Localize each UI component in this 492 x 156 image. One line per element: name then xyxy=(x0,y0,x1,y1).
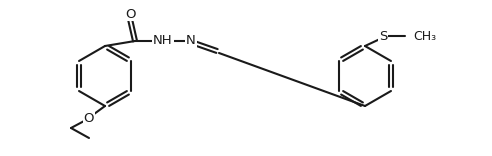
Text: S: S xyxy=(379,29,387,42)
Text: CH₃: CH₃ xyxy=(413,29,436,42)
Text: N: N xyxy=(186,34,196,47)
Text: O: O xyxy=(84,112,94,124)
Text: NH: NH xyxy=(153,34,173,47)
Text: O: O xyxy=(125,7,135,20)
